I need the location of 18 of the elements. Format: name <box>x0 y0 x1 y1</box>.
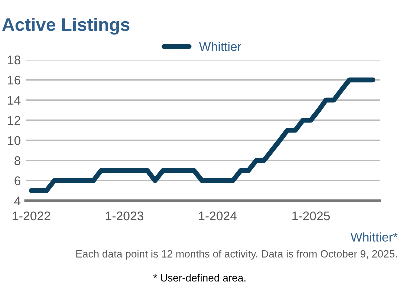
y-tick-label: 4 <box>14 196 21 206</box>
line-series <box>29 78 376 194</box>
y-tick-label: 12 <box>8 116 21 125</box>
x-tick-label: 1-2025 <box>292 212 330 221</box>
y-tick-label: 10 <box>8 136 21 146</box>
y-tick-label: 14 <box>8 96 21 105</box>
text: Each data point is 12 months of activity. Data is from October 9, 2025. <box>76 250 398 260</box>
legend-label: Whittier <box>199 42 242 52</box>
y-tick-label: 18 <box>8 56 21 65</box>
x-tick-label: 1-2024 <box>199 212 237 221</box>
y-tick-label: 6 <box>14 176 21 186</box>
chart-title: Active Listings <box>2 18 130 35</box>
y-tick-label: 16 <box>8 76 21 85</box>
text: Whittier* <box>350 232 398 242</box>
x-tick-label: 1-2023 <box>106 212 144 221</box>
x-tick-label: 1-2022 <box>13 212 50 221</box>
text: * User-defined area. <box>154 274 246 282</box>
y-tick-label: 8 <box>14 156 21 166</box>
